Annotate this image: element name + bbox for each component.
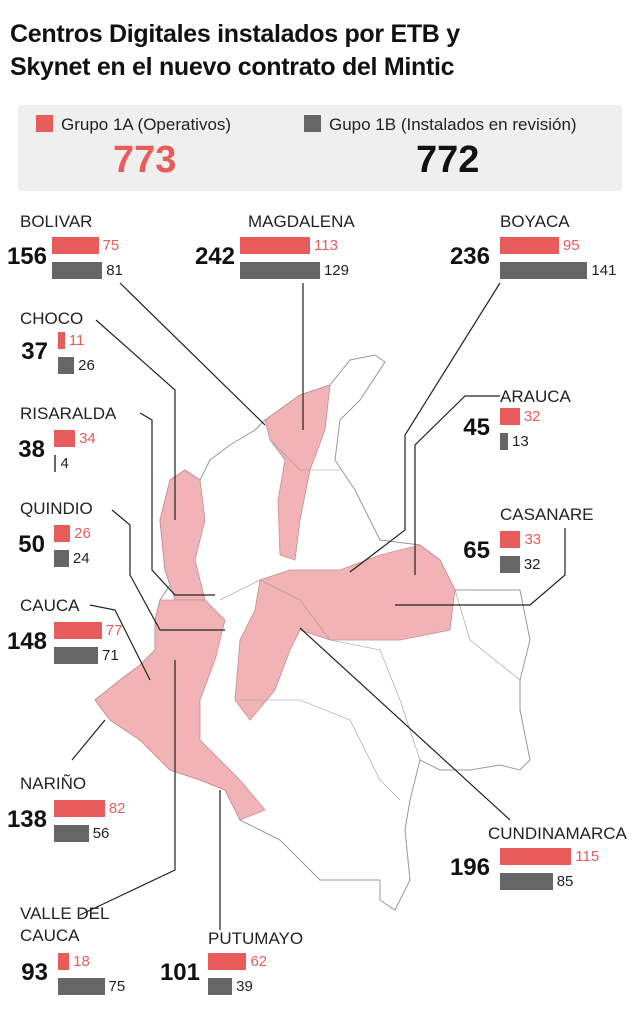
internal-borders — [219, 439, 521, 801]
bar — [58, 978, 105, 995]
bar — [500, 531, 521, 548]
department-total: 101 — [159, 959, 200, 986]
bar — [240, 237, 311, 254]
department-total: 236 — [449, 243, 490, 270]
bar — [500, 237, 559, 254]
value-label: 82 — [108, 800, 126, 817]
bar — [52, 237, 99, 254]
bar — [500, 262, 588, 279]
bar — [500, 556, 520, 573]
department-total: 196 — [449, 854, 490, 881]
bar — [54, 550, 69, 567]
bar — [54, 647, 99, 664]
department-total: 156 — [6, 243, 47, 270]
legend-item: Gupo 1B (Instalados en revisión) — [304, 115, 577, 135]
department-name: CUNDINAMARCA — [488, 824, 627, 843]
value-label: 141 — [591, 262, 617, 279]
department-total: 65 — [463, 537, 490, 564]
legend-swatch — [36, 115, 53, 132]
bar — [500, 433, 509, 450]
value-label: 13 — [512, 433, 529, 450]
bar — [58, 357, 75, 374]
department-name: CHOCO — [20, 309, 84, 328]
department-name: MAGDALENA — [248, 212, 355, 231]
value-label: 81 — [106, 262, 123, 279]
department-total: 37 — [21, 338, 48, 365]
value-label: 26 — [78, 357, 95, 374]
department-name: QUINDIO — [20, 499, 93, 518]
bar — [54, 455, 57, 472]
bar — [54, 430, 76, 447]
legend-label: Grupo 1A (Operativos) — [61, 115, 232, 134]
department-name: VALLE DEL CAUCA — [20, 904, 109, 945]
value-label: 4 — [60, 455, 69, 472]
bar — [52, 262, 103, 279]
bar — [208, 953, 247, 970]
legend-item: Grupo 1A (Operativos) — [36, 115, 231, 135]
department-name: NARIÑO — [20, 774, 87, 793]
value-label: 129 — [323, 262, 349, 279]
department-total: 45 — [463, 414, 490, 441]
highlighted-regions — [94, 384, 456, 821]
bar — [58, 953, 70, 970]
department-total: 38 — [18, 436, 45, 463]
department-total: 148 — [6, 628, 47, 655]
value-label: 85 — [556, 873, 574, 890]
legend: Grupo 1A (Operativos) 773 Gupo 1B (Insta… — [18, 105, 622, 191]
department-total: 50 — [18, 531, 45, 558]
bar — [500, 408, 520, 425]
value-label: 115 — [575, 848, 600, 865]
value-label: 95 — [562, 237, 580, 254]
value-label: 71 — [102, 647, 119, 664]
value-label: 39 — [236, 978, 253, 995]
value-label: 32 — [523, 408, 541, 425]
value-label: 75 — [108, 978, 126, 995]
bar — [208, 978, 233, 995]
legend-swatch — [304, 115, 321, 132]
value-label: 24 — [72, 550, 90, 567]
value-label: 26 — [74, 525, 91, 542]
department-name: CAUCA — [20, 596, 80, 615]
department-name: ARAUCA — [500, 387, 571, 406]
bar — [500, 848, 572, 865]
legend-total: 772 — [416, 139, 480, 181]
department-name: BOYACA — [500, 212, 570, 231]
bar — [240, 262, 320, 279]
department-total: 93 — [21, 959, 48, 986]
title: Centros Digitales instalados por ETB y S… — [10, 20, 460, 81]
legend-total: 773 — [113, 139, 177, 181]
bar — [58, 332, 65, 349]
bar — [54, 800, 105, 817]
bar — [54, 525, 71, 542]
department-name: RISARALDA — [20, 404, 117, 423]
value-label: 33 — [524, 531, 542, 548]
value-label: 34 — [79, 430, 96, 447]
department-name: PUTUMAYO — [208, 929, 304, 948]
bar — [54, 825, 89, 842]
value-label: 56 — [92, 825, 110, 842]
department-total: 138 — [6, 806, 47, 833]
value-label: 113 — [314, 237, 338, 254]
value-label: 77 — [105, 622, 123, 639]
value-label: 18 — [73, 953, 90, 970]
value-label: 75 — [102, 237, 120, 254]
bar — [500, 873, 553, 890]
legend-label: Gupo 1B (Instalados en revisión) — [329, 115, 577, 134]
department-total: 242 — [194, 243, 235, 270]
leader-lines — [71, 282, 566, 930]
value-label: 32 — [523, 556, 541, 573]
bar — [54, 622, 102, 639]
value-label: 11 — [68, 332, 85, 349]
department-name: CASANARE — [500, 505, 594, 524]
value-label: 62 — [250, 953, 268, 970]
department-name: BOLIVAR — [20, 212, 93, 231]
